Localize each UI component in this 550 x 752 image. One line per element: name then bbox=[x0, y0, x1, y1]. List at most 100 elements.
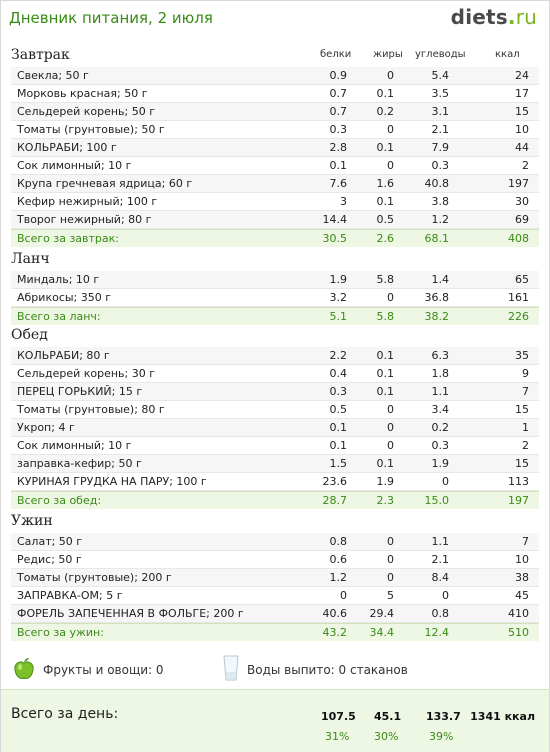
food-name: заправка-кефир; 50 г bbox=[17, 457, 142, 470]
food-carbs: 3.8 bbox=[431, 195, 450, 208]
food-kcal: 197 bbox=[508, 177, 529, 190]
food-row[interactable]: Кефир нежирный; 100 г 3 0.1 3.8 30 bbox=[11, 193, 539, 211]
food-carbs: 0.8 bbox=[431, 607, 450, 620]
food-name: КОЛЬРАБИ; 80 г bbox=[17, 349, 110, 362]
food-kcal: 35 bbox=[515, 349, 529, 362]
header: Дневник питания, 2 июля diets.ru bbox=[1, 1, 549, 37]
food-fat: 0 bbox=[387, 69, 394, 82]
food-row[interactable]: Творог нежирный; 80 г 14.4 0.5 1.2 69 bbox=[11, 211, 539, 229]
food-row[interactable]: Сельдерей корень; 50 г 0.7 0.2 3.1 15 bbox=[11, 103, 539, 121]
food-name: ЗАПРАВКА-ОМ; 5 г bbox=[17, 589, 123, 602]
total-label: Всего за завтрак: bbox=[17, 232, 120, 245]
food-row[interactable]: Салат; 50 г 0.8 0 1.1 7 bbox=[11, 533, 539, 551]
total-protein: 43.2 bbox=[322, 626, 348, 639]
site-logo[interactable]: diets.ru bbox=[451, 5, 537, 29]
food-protein: 14.4 bbox=[322, 213, 348, 226]
food-row[interactable]: КОЛЬРАБИ; 100 г 2.8 0.1 7.9 44 bbox=[11, 139, 539, 157]
food-name: Сельдерей корень; 30 г bbox=[17, 367, 156, 380]
food-fat: 5.8 bbox=[376, 273, 395, 286]
food-fat: 5 bbox=[387, 589, 394, 602]
food-row[interactable]: ПЕРЕЦ ГОРЬКИЙ; 15 г 0.3 0.1 1.1 7 bbox=[11, 383, 539, 401]
total-kcal: 226 bbox=[508, 310, 529, 323]
food-row[interactable]: КУРИНАЯ ГРУДКА НА ПАРУ; 100 г 23.6 1.9 0 113 bbox=[11, 473, 539, 491]
total-label: Всего за обед: bbox=[17, 494, 102, 507]
food-protein: 23.6 bbox=[322, 475, 348, 488]
food-row[interactable]: Томаты (грунтовые); 200 г 1.2 0 8.4 38 bbox=[11, 569, 539, 587]
food-fat: 0.1 bbox=[376, 457, 395, 470]
footer-info: Фрукты и овощи: 0 Воды выпито: 0 стакано… bbox=[1, 655, 549, 684]
food-kcal: 10 bbox=[515, 123, 529, 136]
glass-icon bbox=[223, 655, 239, 684]
food-protein: 0.7 bbox=[329, 87, 348, 100]
food-kcal: 38 bbox=[515, 571, 529, 584]
food-protein: 1.5 bbox=[329, 457, 348, 470]
food-carbs: 6.3 bbox=[431, 349, 450, 362]
food-name: ФОРЕЛЬ ЗАПЕЧЕННАЯ В ФОЛЬГЕ; 200 г bbox=[17, 607, 244, 620]
total-protein: 5.1 bbox=[329, 310, 348, 323]
food-fat: 0 bbox=[387, 535, 394, 548]
total-fat: 2.3 bbox=[376, 494, 395, 507]
day-kcal: 1341 ккал bbox=[470, 710, 535, 723]
day-carbs: 133.7 bbox=[426, 710, 461, 723]
food-fat: 0 bbox=[387, 421, 394, 434]
food-fat: 0.2 bbox=[376, 105, 395, 118]
total-label: Всего за ланч: bbox=[17, 310, 101, 323]
food-name: КУРИНАЯ ГРУДКА НА ПАРУ; 100 г bbox=[17, 475, 207, 488]
food-row[interactable]: Крупа гречневая ядрица; 60 г 7.6 1.6 40.8 19… bbox=[11, 175, 539, 193]
food-name: Редис; 50 г bbox=[17, 553, 82, 566]
food-kcal: 15 bbox=[515, 403, 529, 416]
food-fat: 0 bbox=[387, 123, 394, 136]
food-row[interactable]: Миндаль; 10 г 1.9 5.8 1.4 65 bbox=[11, 271, 539, 289]
food-carbs: 0.2 bbox=[431, 421, 450, 434]
food-row[interactable]: Сок лимонный; 10 г 0.1 0 0.3 2 bbox=[11, 157, 539, 175]
meal-total-row: Всего за обед: 28.7 2.3 15.0 197 bbox=[11, 491, 539, 509]
meal-total-row: Всего за завтрак: 30.5 2.6 68.1 408 bbox=[11, 229, 539, 247]
food-row[interactable]: Сок лимонный; 10 г 0.1 0 0.3 2 bbox=[11, 437, 539, 455]
food-carbs: 2.1 bbox=[431, 123, 450, 136]
food-protein: 3 bbox=[340, 195, 347, 208]
food-fat: 0.1 bbox=[376, 367, 395, 380]
food-fat: 0.1 bbox=[376, 349, 395, 362]
food-protein: 0.4 bbox=[329, 367, 348, 380]
food-kcal: 44 bbox=[515, 141, 529, 154]
food-kcal: 10 bbox=[515, 553, 529, 566]
food-row[interactable]: Морковь красная; 50 г 0.7 0.1 3.5 17 bbox=[11, 85, 539, 103]
food-row[interactable]: Свекла; 50 г 0.9 0 5.4 24 bbox=[11, 67, 539, 85]
food-kcal: 2 bbox=[522, 159, 529, 172]
food-protein: 7.6 bbox=[329, 177, 348, 190]
food-protein: 0.1 bbox=[329, 421, 348, 434]
food-fat: 29.4 bbox=[369, 607, 395, 620]
food-row[interactable]: Абрикосы; 350 г 3.2 0 36.8 161 bbox=[11, 289, 539, 307]
water-count: Воды выпито: 0 стаканов bbox=[247, 663, 408, 677]
food-kcal: 113 bbox=[508, 475, 529, 488]
food-name: Сельдерей корень; 50 г bbox=[17, 105, 156, 118]
food-protein: 0.3 bbox=[329, 123, 348, 136]
food-carbs: 1.4 bbox=[431, 273, 450, 286]
day-total-label: Всего за день: bbox=[11, 706, 119, 722]
food-kcal: 161 bbox=[508, 291, 529, 304]
food-row[interactable]: ЗАПРАВКА-ОМ; 5 г 0 5 0 45 bbox=[11, 587, 539, 605]
food-row[interactable]: Томаты (грунтовые); 50 г 0.3 0 2.1 10 bbox=[11, 121, 539, 139]
food-kcal: 9 bbox=[522, 367, 529, 380]
food-name: Творог нежирный; 80 г bbox=[17, 213, 152, 226]
food-row[interactable]: КОЛЬРАБИ; 80 г 2.2 0.1 6.3 35 bbox=[11, 347, 539, 365]
day-protein-percent: 31% bbox=[325, 730, 350, 743]
food-kcal: 45 bbox=[515, 589, 529, 602]
food-name: Абрикосы; 350 г bbox=[17, 291, 112, 304]
food-row[interactable]: Укроп; 4 г 0.1 0 0.2 1 bbox=[11, 419, 539, 437]
meal-title: Обед bbox=[11, 327, 48, 343]
food-carbs: 8.4 bbox=[431, 571, 450, 584]
food-row[interactable]: ФОРЕЛЬ ЗАПЕЧЕННАЯ В ФОЛЬГЕ; 200 г 40.6 29.… bbox=[11, 605, 539, 623]
column-header-kcal: ккал bbox=[495, 49, 520, 60]
meal-total-row: Всего за ужин: 43.2 34.4 12.4 510 bbox=[11, 623, 539, 641]
food-row[interactable]: Редис; 50 г 0.6 0 2.1 10 bbox=[11, 551, 539, 569]
food-name: Томаты (грунтовые); 50 г bbox=[17, 123, 165, 136]
apple-icon bbox=[13, 657, 35, 684]
food-name: Кефир нежирный; 100 г bbox=[17, 195, 158, 208]
food-carbs: 40.8 bbox=[424, 177, 450, 190]
day-fat: 45.1 bbox=[374, 710, 402, 723]
food-row[interactable]: заправка-кефир; 50 г 1.5 0.1 1.9 15 bbox=[11, 455, 539, 473]
food-row[interactable]: Сельдерей корень; 30 г 0.4 0.1 1.8 9 bbox=[11, 365, 539, 383]
food-row[interactable]: Томаты (грунтовые); 80 г 0.5 0 3.4 15 bbox=[11, 401, 539, 419]
total-carbs: 12.4 bbox=[424, 626, 450, 639]
